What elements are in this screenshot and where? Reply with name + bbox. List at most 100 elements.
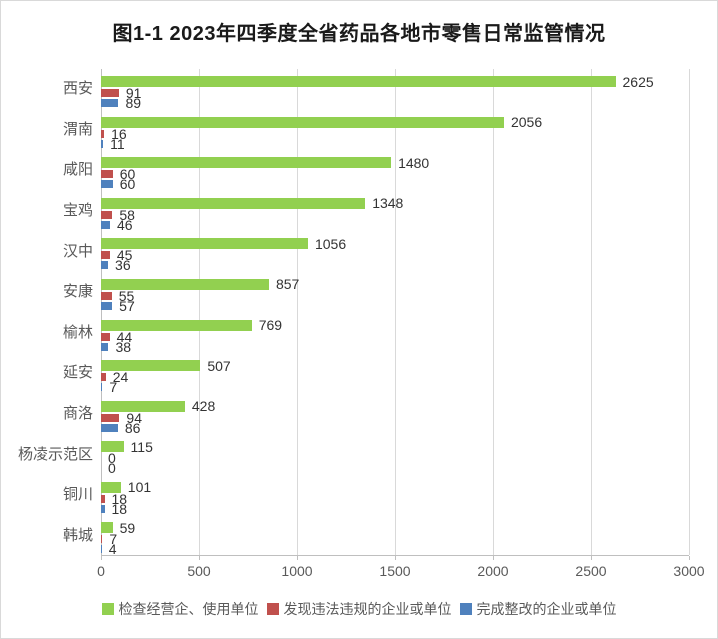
value-label: 89 xyxy=(125,95,142,111)
chart-row-4: 宝鸡 1348 58 46 xyxy=(63,191,689,233)
value-label: 18 xyxy=(111,500,128,517)
x-axis: 0 500 1000 1500 2000 2500 3000 xyxy=(97,563,704,581)
legend-item-2: 发现违法违规的企业或单位 xyxy=(266,599,452,619)
category-label: 汉中 xyxy=(62,242,93,260)
category-label: 榆林 xyxy=(62,323,93,341)
axis-tick-0 xyxy=(101,556,102,560)
bar-series-2 xyxy=(101,332,110,341)
gridline-2000 xyxy=(493,69,494,555)
gridline-1500 xyxy=(395,69,396,555)
x-tick-label-2500: 2500 xyxy=(575,563,607,579)
chart-row-3: 咸阳 1480 60 60 xyxy=(63,150,689,193)
value-label: 94 xyxy=(126,409,142,426)
chart-row-5: 汉中 1056 45 36 xyxy=(63,231,689,273)
chart-row-9: 商洛 428 94 86 xyxy=(63,394,689,435)
axis-tick-3000 xyxy=(689,556,690,560)
bar-series-2 xyxy=(101,413,120,422)
chart-row-10: 杨凌示范区 115 0 0 xyxy=(18,434,689,476)
category-label: 杨凌示范区 xyxy=(17,445,93,463)
value-label: 4 xyxy=(108,541,117,558)
bar-series-1 xyxy=(101,522,113,534)
chart-row-1: 西安 2625 91 89 xyxy=(63,69,689,111)
value-label: 58 xyxy=(119,206,135,223)
bar-series-3 xyxy=(101,99,119,107)
value-label: 38 xyxy=(115,338,132,355)
category-label: 韩城 xyxy=(62,526,93,544)
value-label: 55 xyxy=(118,287,135,304)
bar-series-2 xyxy=(101,373,106,382)
bar-series-2 xyxy=(101,210,113,219)
value-label: 18 xyxy=(111,490,128,507)
bar-series-2 xyxy=(101,129,105,138)
value-label: 2625 xyxy=(622,73,654,90)
legend-swatch-icon xyxy=(266,603,279,615)
bar-series-1 xyxy=(101,278,269,290)
value-label: 59 xyxy=(119,519,136,536)
bar-series-3 xyxy=(101,220,111,229)
gridline-500 xyxy=(199,69,200,555)
gridline-3000 xyxy=(689,69,690,555)
value-label: 91 xyxy=(125,85,142,101)
chart-title: 图1-1 2023年四季度全省药品各地市零售日常监管情况 xyxy=(112,23,606,45)
axis-tick-2000 xyxy=(493,556,494,560)
bar-series-1 xyxy=(101,441,124,453)
value-label: 60 xyxy=(119,176,136,193)
value-label: 24 xyxy=(112,369,129,386)
category-label: 安康 xyxy=(62,283,93,301)
legend: 检查经营企、使用单位 发现违法违规的企业或单位 完成整改的企业或单位 xyxy=(1,599,717,619)
value-label: 115 xyxy=(130,438,153,455)
y-axis-line xyxy=(101,69,102,555)
bar-series-2 xyxy=(101,535,103,544)
value-label: 57 xyxy=(119,297,135,314)
value-label: 0 xyxy=(108,450,116,467)
x-tick-label-2000: 2000 xyxy=(477,563,509,579)
category-label: 咸阳 xyxy=(62,161,93,179)
bar-series-3 xyxy=(101,139,104,148)
axis-tick-1000 xyxy=(297,556,298,560)
bar-series-3 xyxy=(101,423,118,432)
value-label: 7 xyxy=(109,531,118,548)
axis-tick-1500 xyxy=(395,556,396,560)
gridline-1000 xyxy=(297,69,298,555)
legend-swatch-icon xyxy=(459,603,472,615)
value-label: 46 xyxy=(117,216,133,233)
bar-series-2 xyxy=(101,89,119,97)
x-tick-label-1000: 1000 xyxy=(281,563,313,579)
x-tick-label-3000: 3000 xyxy=(673,563,705,579)
bar-series-3 xyxy=(101,180,113,189)
value-label: 428 xyxy=(191,398,216,415)
chart-row-11: 铜川 101 18 18 xyxy=(63,475,689,517)
category-label: 渭南 xyxy=(62,120,93,138)
x-tick-label-0: 0 xyxy=(97,563,105,579)
gridline-2500 xyxy=(591,69,592,555)
bar-series-1 xyxy=(101,116,504,128)
bar-series-3 xyxy=(101,342,109,351)
value-label: 1056 xyxy=(314,235,347,252)
plot-area: 西安 2625 91 89 渭南 2056 16 11 咸阳 1480 60 60 宝鸡 1348 58 46… xyxy=(18,69,690,560)
category-label: 商洛 xyxy=(62,404,93,422)
chart-row-7: 榆林 769 44 38 xyxy=(63,313,689,355)
bar-series-3 xyxy=(101,301,113,310)
bar-series-1 xyxy=(101,197,366,209)
value-label: 101 xyxy=(127,479,152,496)
axis-tick-2500 xyxy=(591,556,592,560)
axis-tick-500 xyxy=(199,556,200,560)
category-label: 宝鸡 xyxy=(62,202,93,220)
value-label: 1480 xyxy=(398,154,430,171)
value-label: 1348 xyxy=(372,195,404,212)
bar-series-2 xyxy=(101,291,112,300)
bar-series-2 xyxy=(101,494,105,503)
chart-row-2: 渭南 2056 16 11 xyxy=(63,110,689,151)
category-label: 延安 xyxy=(62,364,93,382)
chart-row-8: 延安 507 24 7 xyxy=(63,353,689,395)
bar-series-2 xyxy=(101,170,113,179)
x-tick-label-500: 500 xyxy=(187,563,211,579)
value-label: 507 xyxy=(207,357,231,374)
chart-row-12: 韩城 59 7 4 xyxy=(63,515,689,558)
chart-row-6: 安康 857 55 57 xyxy=(63,272,689,314)
value-label: 2056 xyxy=(510,114,543,131)
bar-series-1 xyxy=(101,360,201,372)
bar-series-1 xyxy=(101,400,185,412)
bar-series-3 xyxy=(101,545,102,554)
